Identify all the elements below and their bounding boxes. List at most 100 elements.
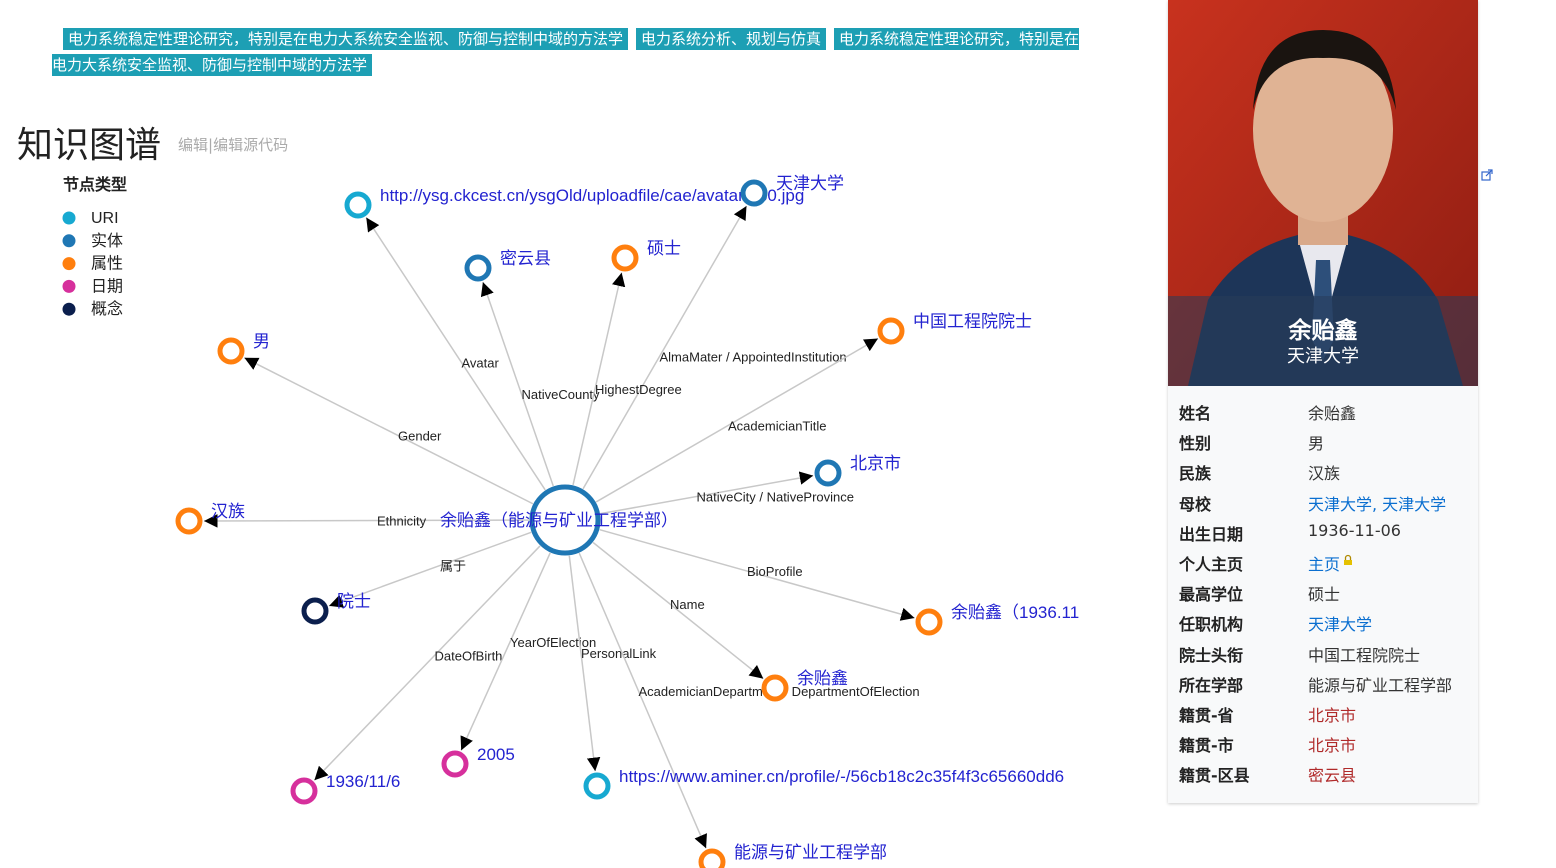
knowledge-graph: Avatar AlmaMater / AppointedInstitution Na…	[62, 174, 1079, 868]
node-label[interactable]: 中国工程院院士	[913, 312, 1032, 331]
node[interactable]	[740, 179, 768, 207]
external-link-icon[interactable]	[1481, 169, 1493, 181]
row-label: 性别	[1179, 434, 1212, 454]
lock-icon	[1344, 554, 1352, 565]
legend-title: 节点类型	[63, 175, 127, 194]
infobox-affiliation: 天津大学	[1287, 346, 1359, 367]
row-label: 籍贯-区县	[1179, 766, 1250, 786]
node-label[interactable]: 天津大学	[776, 174, 844, 193]
edge-label: AcademicianTitle	[728, 419, 827, 434]
edge-label: AlmaMater / AppointedInstitution	[660, 350, 847, 365]
node[interactable]	[290, 777, 318, 805]
center-node[interactable]	[529, 484, 601, 556]
edge	[460, 552, 551, 751]
node[interactable]	[877, 317, 905, 345]
node[interactable]	[441, 750, 469, 778]
legend-dot	[62, 279, 76, 293]
legend-label: 属性	[91, 255, 123, 273]
row-value: 男	[1308, 434, 1325, 454]
row-value[interactable]: 密云县	[1308, 766, 1357, 786]
edge-label: Avatar	[462, 356, 500, 371]
center-label[interactable]: 余贻鑫（能源与矿业工程学部）	[440, 511, 678, 530]
tag[interactable]: 电力系统稳定性理论研究，特别是在电力大系统安全监视、防御与控制中域的方法学	[63, 28, 629, 50]
tag-list: 电力系统稳定性理论研究，特别是在电力大系统安全监视、防御与控制中域的方法学 电力系…	[52, 26, 1082, 78]
node-label[interactable]: 院士	[337, 592, 371, 611]
edge	[313, 545, 541, 781]
legend-label: 日期	[91, 277, 123, 295]
node-label[interactable]: 能源与矿业工程学部	[734, 843, 887, 862]
edge-label: PersonalLink	[581, 646, 657, 661]
node[interactable]	[301, 597, 329, 625]
node[interactable]	[611, 244, 639, 272]
infobox-row: 最高学位 硕士	[1179, 581, 1469, 611]
node-label[interactable]: http://ysg.ckcest.cn/ysgOld/uploadfile/c…	[380, 186, 804, 205]
row-label: 任职机构	[1179, 615, 1244, 635]
row-label: 民族	[1179, 464, 1212, 484]
legend-label: 概念	[91, 299, 123, 318]
edge	[599, 528, 915, 621]
row-label: 籍贯-市	[1179, 736, 1234, 756]
node-label[interactable]: 北京市	[850, 454, 901, 473]
node-label[interactable]: 余贻鑫（1936.11	[951, 603, 1079, 622]
edge	[480, 281, 554, 487]
row-value[interactable]: 主页	[1308, 554, 1341, 574]
node-label[interactable]: 密云县	[500, 249, 551, 268]
node[interactable]	[583, 772, 611, 800]
node[interactable]	[464, 254, 492, 282]
node[interactable]	[814, 459, 842, 487]
row-label: 母校	[1179, 494, 1212, 514]
node[interactable]	[761, 674, 789, 702]
row-value[interactable]: 北京市	[1308, 736, 1357, 756]
infobox: 余贻鑫 天津大学 姓名 余贻鑫 性别 男民族 汉族 母校 天津大学, 天津大学 出生日期 193…	[1168, 0, 1478, 803]
edge	[595, 337, 879, 503]
node-label[interactable]: 硕士	[647, 239, 681, 258]
node-label[interactable]: 2005	[477, 745, 515, 764]
tag[interactable]: 电力系统分析、规划与仿真	[636, 28, 827, 50]
infobox-row: 籍贯-市 北京市	[1179, 732, 1469, 762]
row-value[interactable]: 天津大学, 天津大学	[1308, 494, 1447, 514]
row-label: 所在学部	[1179, 675, 1244, 695]
infobox-row: 籍贯-省 北京市	[1179, 702, 1469, 732]
edge-label: Ethnicity	[377, 514, 427, 529]
infobox-row: 个人主页 主页	[1179, 551, 1469, 581]
edge-label: YearOfElection	[510, 635, 596, 650]
infobox-row: 民族 汉族	[1179, 460, 1469, 490]
infobox-row: 母校 天津大学, 天津大学	[1179, 491, 1469, 521]
row-value: 能源与矿业工程学部	[1308, 675, 1453, 695]
legend-dot	[62, 302, 76, 316]
row-label: 出生日期	[1179, 524, 1244, 544]
infobox-row: 姓名 余贻鑫	[1179, 400, 1469, 430]
node[interactable]	[915, 608, 943, 636]
infobox-row: 籍贯-区县 密云县	[1179, 762, 1469, 792]
node-label[interactable]: 汉族	[211, 502, 245, 521]
legend-dot	[62, 257, 76, 271]
row-value[interactable]: 北京市	[1308, 705, 1357, 725]
infobox-name: 余贻鑫	[1288, 318, 1358, 344]
node[interactable]	[698, 848, 726, 868]
section-title: 知识图谱	[17, 125, 162, 166]
edge	[578, 552, 707, 849]
node[interactable]	[175, 507, 203, 535]
row-value[interactable]: 天津大学	[1308, 615, 1373, 635]
row-label: 最高学位	[1179, 585, 1244, 605]
node-label[interactable]: 余贻鑫	[797, 669, 848, 688]
edge-label: HighestDegree	[595, 382, 682, 397]
node-label[interactable]: https://www.aminer.cn/profile/-/56cb18c2…	[619, 767, 1064, 786]
node-label[interactable]: 1936/11/6	[326, 772, 400, 791]
infobox-row: 任职机构 天津大学	[1179, 611, 1469, 641]
legend-dot	[62, 234, 76, 248]
separator: |	[208, 136, 214, 154]
edge-label: NativeCounty	[522, 387, 601, 402]
edge	[592, 541, 764, 680]
node[interactable]	[344, 191, 372, 219]
edit-link[interactable]: 编辑	[178, 136, 209, 154]
edge	[572, 272, 626, 486]
legend-label: 实体	[91, 232, 123, 250]
node-label[interactable]: 男	[253, 332, 270, 351]
portrait	[1168, 0, 1478, 386]
node[interactable]	[217, 337, 245, 365]
edge	[600, 471, 814, 515]
edit-source-link[interactable]: 编辑源代码	[213, 136, 289, 154]
edge-label: NativeCity / NativeProvince	[697, 490, 855, 505]
